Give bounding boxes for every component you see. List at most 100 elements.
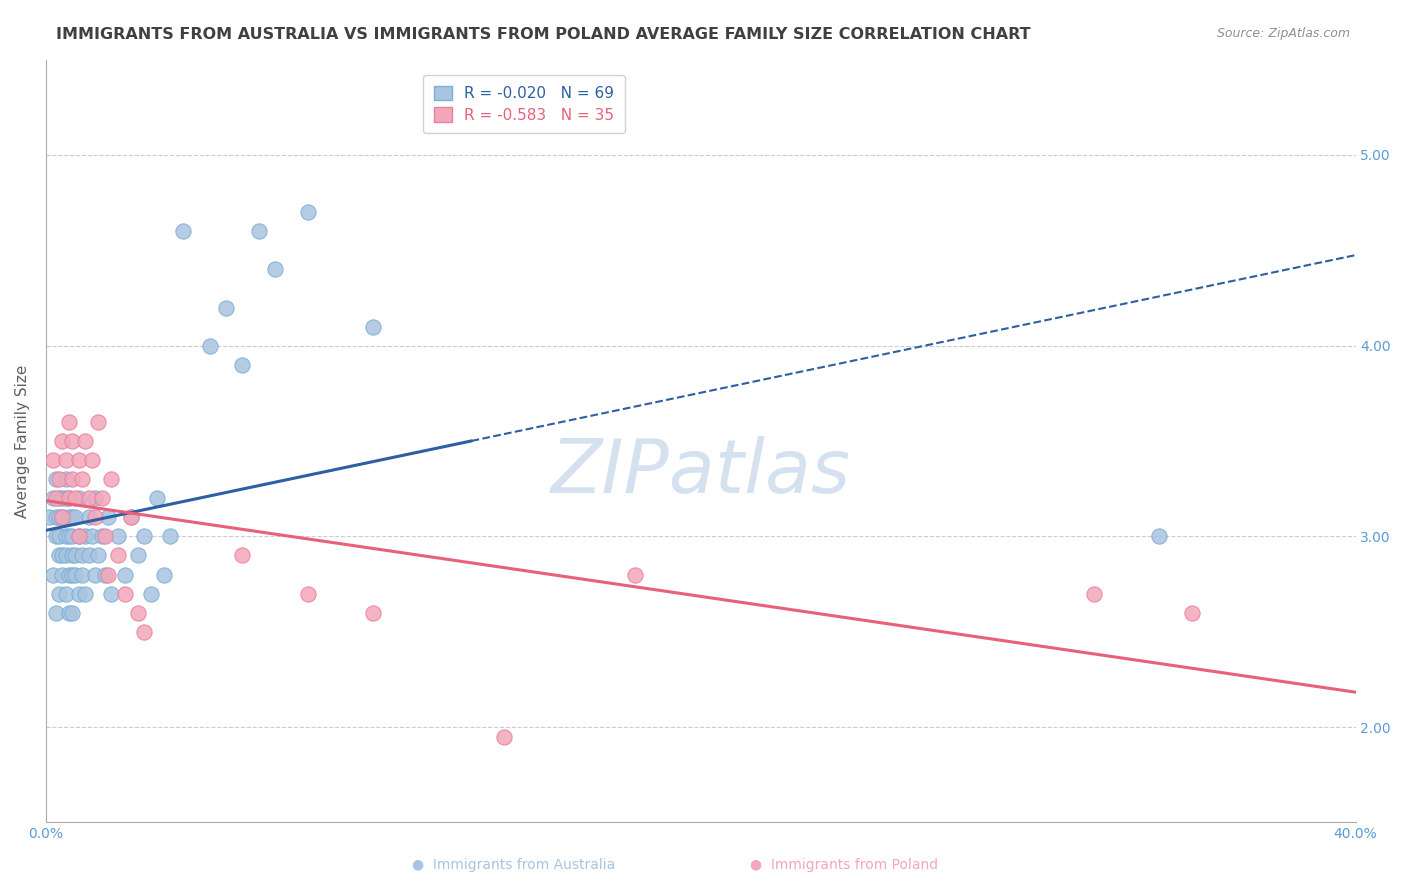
Point	[1181, 606, 1204, 620]
Point	[60, 529, 83, 543]
Point	[48, 549, 70, 563]
Point	[60, 510, 83, 524]
Point	[58, 491, 80, 506]
Point	[45, 472, 67, 486]
Point	[172, 224, 194, 238]
Point	[94, 529, 117, 543]
Point	[67, 529, 90, 543]
Point	[363, 606, 385, 620]
Point	[120, 510, 142, 524]
Point	[198, 339, 221, 353]
Point	[45, 491, 67, 506]
Point	[58, 567, 80, 582]
Point	[48, 491, 70, 506]
Point	[60, 606, 83, 620]
Point	[70, 549, 93, 563]
Point	[87, 549, 110, 563]
Point	[97, 510, 120, 524]
Point	[215, 301, 238, 315]
Text: IMMIGRANTS FROM AUSTRALIA VS IMMIGRANTS FROM POLAND AVERAGE FAMILY SIZE CORRELAT: IMMIGRANTS FROM AUSTRALIA VS IMMIGRANTS …	[56, 27, 1031, 42]
Point	[363, 319, 385, 334]
Point	[48, 472, 70, 486]
Text: ●  Immigrants from Poland: ● Immigrants from Poland	[749, 858, 938, 872]
Point	[134, 624, 156, 639]
Point	[120, 510, 142, 524]
Point	[624, 567, 647, 582]
Point	[114, 567, 136, 582]
Point	[90, 529, 112, 543]
Point	[51, 491, 73, 506]
Point	[80, 453, 103, 467]
Point	[58, 415, 80, 429]
Point	[127, 606, 149, 620]
Point	[134, 529, 156, 543]
Point	[48, 529, 70, 543]
Point	[51, 567, 73, 582]
Point	[51, 549, 73, 563]
Point	[77, 491, 100, 506]
Point	[70, 472, 93, 486]
Point	[264, 262, 287, 277]
Point	[67, 491, 90, 506]
Point	[70, 567, 93, 582]
Point	[114, 586, 136, 600]
Point	[127, 549, 149, 563]
Point	[65, 549, 87, 563]
Point	[65, 567, 87, 582]
Point	[55, 453, 77, 467]
Point	[80, 529, 103, 543]
Point	[107, 529, 129, 543]
Point	[55, 586, 77, 600]
Point	[297, 205, 319, 219]
Point	[41, 567, 63, 582]
Text: ZIPatlas: ZIPatlas	[551, 435, 851, 508]
Point	[77, 510, 100, 524]
Point	[100, 472, 122, 486]
Point	[84, 510, 107, 524]
Point	[65, 491, 87, 506]
Point	[75, 434, 97, 448]
Point	[100, 586, 122, 600]
Point	[75, 586, 97, 600]
Point	[58, 606, 80, 620]
Point	[77, 549, 100, 563]
Point	[159, 529, 181, 543]
Point	[58, 491, 80, 506]
Point	[247, 224, 270, 238]
Point	[65, 510, 87, 524]
Point	[38, 510, 60, 524]
Point	[48, 510, 70, 524]
Point	[48, 586, 70, 600]
Point	[94, 567, 117, 582]
Point	[55, 529, 77, 543]
Point	[45, 606, 67, 620]
Point	[45, 510, 67, 524]
Point	[1147, 529, 1170, 543]
Point	[51, 510, 73, 524]
Point	[45, 529, 67, 543]
Point	[51, 434, 73, 448]
Point	[231, 549, 253, 563]
Point	[153, 567, 176, 582]
Point	[90, 491, 112, 506]
Point	[67, 453, 90, 467]
Point	[84, 491, 107, 506]
Point	[58, 510, 80, 524]
Point	[60, 472, 83, 486]
Legend: R = -0.020   N = 69, R = -0.583   N = 35: R = -0.020 N = 69, R = -0.583 N = 35	[423, 75, 624, 134]
Point	[139, 586, 162, 600]
Text: Source: ZipAtlas.com: Source: ZipAtlas.com	[1216, 27, 1350, 40]
Point	[494, 730, 516, 744]
Point	[107, 549, 129, 563]
Text: ●  Immigrants from Australia: ● Immigrants from Australia	[412, 858, 614, 872]
Point	[297, 586, 319, 600]
Point	[55, 549, 77, 563]
Point	[51, 510, 73, 524]
Point	[41, 453, 63, 467]
Point	[41, 491, 63, 506]
Point	[67, 529, 90, 543]
Point	[67, 586, 90, 600]
Point	[58, 529, 80, 543]
Point	[60, 549, 83, 563]
Point	[55, 491, 77, 506]
